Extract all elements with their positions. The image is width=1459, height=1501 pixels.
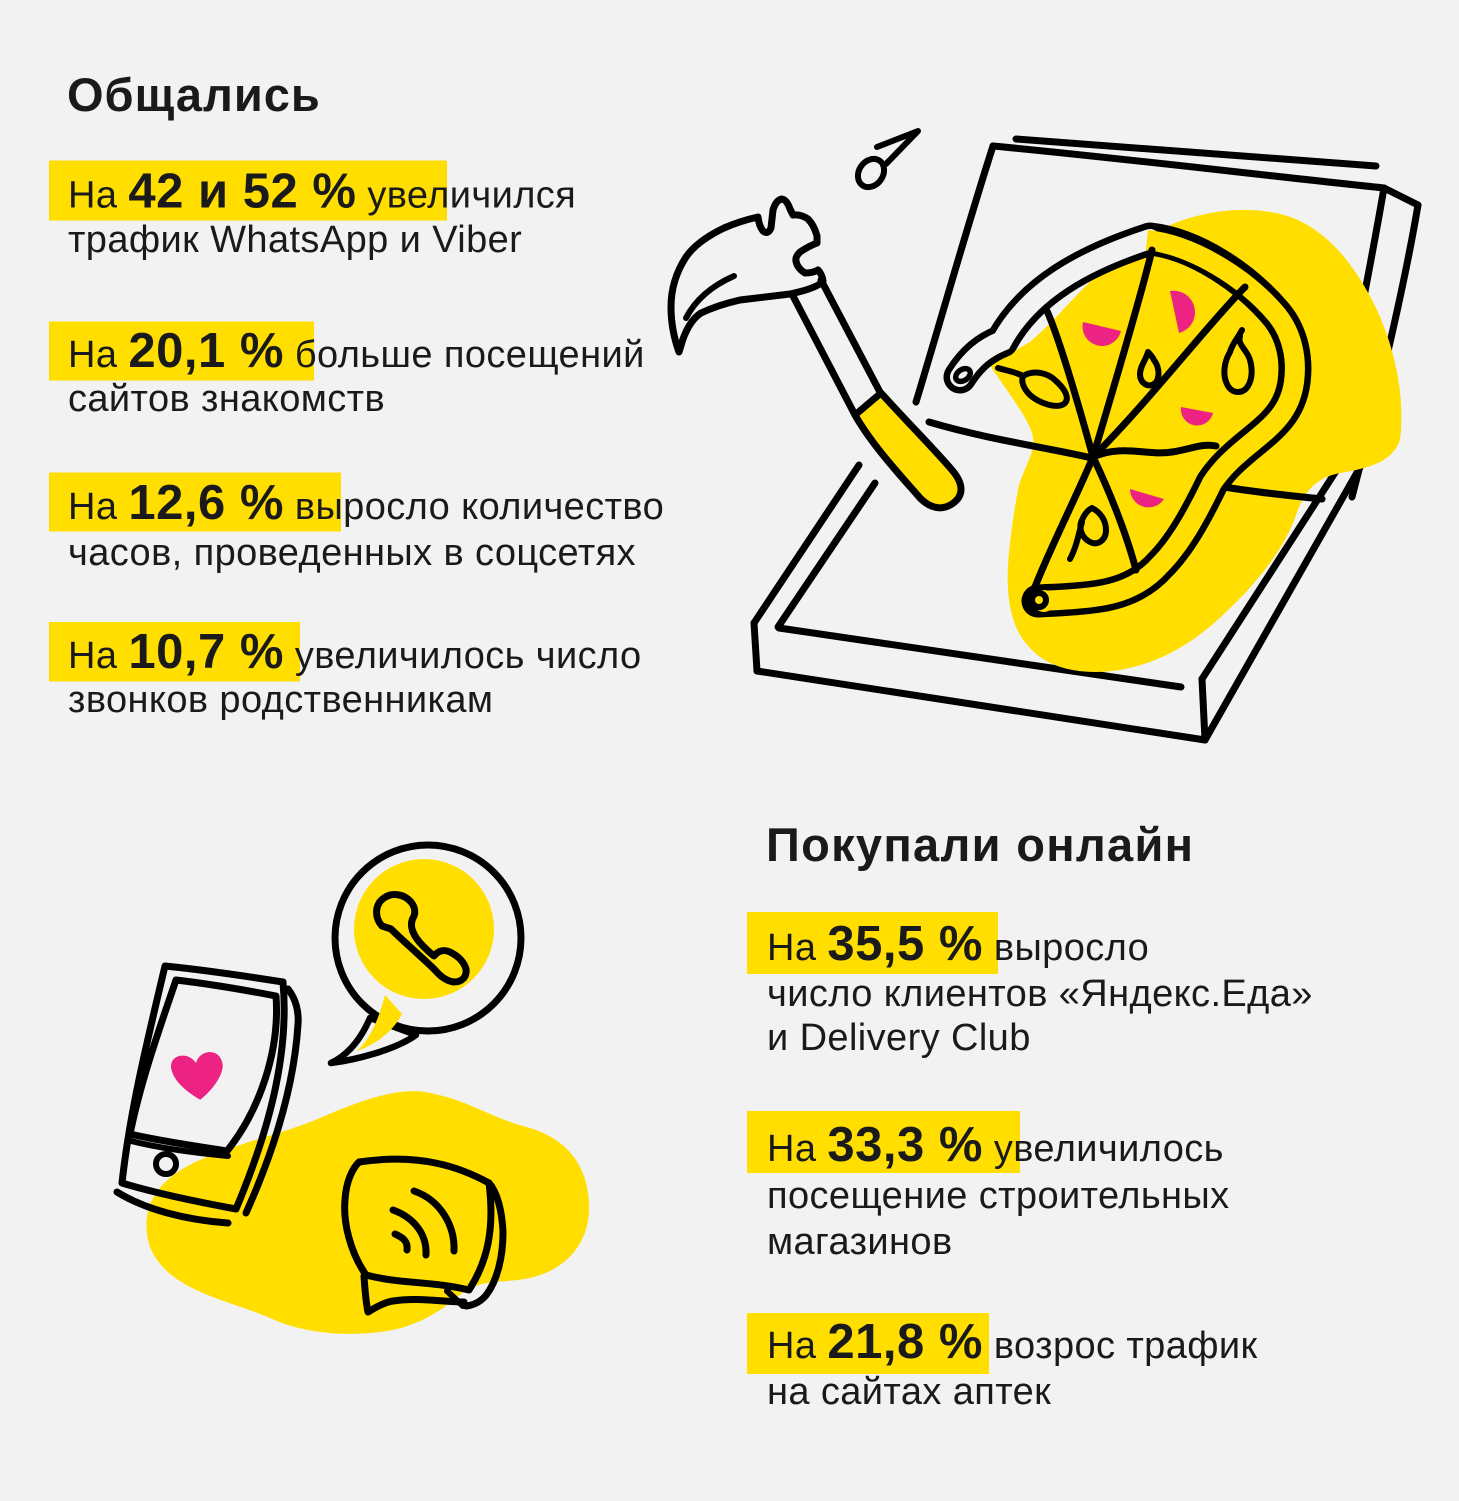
svg-text:часов, проведенных в соцсетях: часов, проведенных в соцсетях (68, 532, 636, 574)
svg-text:Покупали онлайн: Покупали онлайн (766, 818, 1194, 871)
svg-text:число клиентов «Яндекс.Еда»: число клиентов «Яндекс.Еда» (767, 973, 1313, 1015)
svg-text:На 35,5 % выросло: На 35,5 % выросло (767, 917, 1149, 971)
svg-text:сайтов знакомств: сайтов знакомств (68, 378, 385, 420)
svg-text:Общались: Общались (67, 68, 321, 121)
svg-text:и Delivery Club: и Delivery Club (767, 1017, 1031, 1059)
svg-text:звонков родственникам: звонков родственникам (68, 679, 493, 721)
svg-text:посещение строительных: посещение строительных (767, 1175, 1230, 1217)
svg-text:трафик WhatsApp и Viber: трафик WhatsApp и Viber (68, 219, 522, 261)
svg-text:на сайтах аптек: на сайтах аптек (767, 1371, 1051, 1413)
svg-text:магазинов: магазинов (767, 1221, 953, 1263)
